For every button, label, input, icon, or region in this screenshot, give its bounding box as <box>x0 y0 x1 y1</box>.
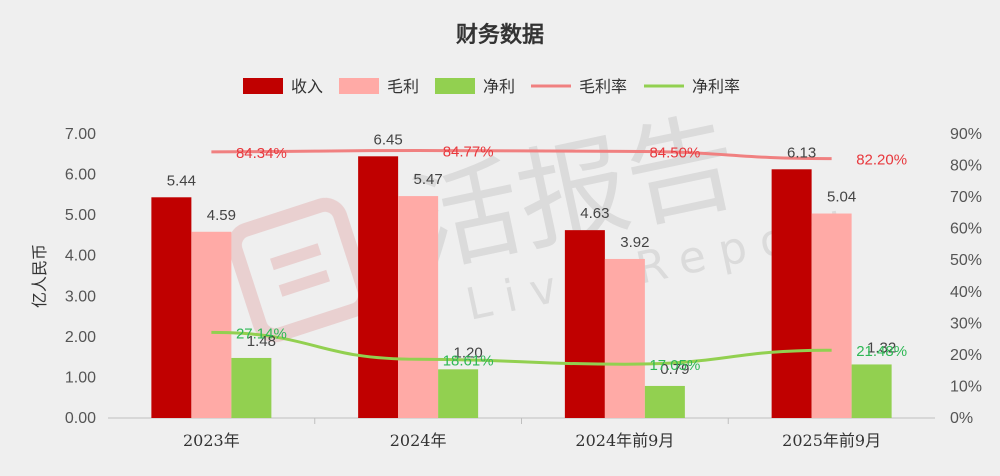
y-tick-label: 0.00 <box>65 410 96 427</box>
y-tick-label: 6.00 <box>65 167 96 184</box>
legend-swatch <box>339 78 379 94</box>
bar-收入 <box>771 169 812 418</box>
line-value-label: 84.50% <box>649 144 700 161</box>
line-净利率 <box>211 330 832 366</box>
bar-净利 <box>231 357 272 418</box>
x-tick-label: 2025年前9月 <box>782 431 881 450</box>
bar-净利 <box>644 385 685 418</box>
bar-value-label: 0.79 <box>660 361 689 378</box>
y2-tick-label: 20% <box>950 347 982 364</box>
y2-tick-label: 50% <box>950 252 982 269</box>
y2-tick-label: 80% <box>950 158 982 175</box>
y2-tick-label: 70% <box>950 189 982 206</box>
y-axis-left: 0.00 1.00 2.00 3.00 4.00 5.00 6.00 7.00 <box>65 126 96 427</box>
bar-收入 <box>564 230 605 418</box>
bar-value-label: 5.47 <box>414 171 443 188</box>
y-tick-label: 1.00 <box>65 369 96 386</box>
bar-净利 <box>851 364 892 418</box>
legend-label: 净利 <box>483 77 515 96</box>
y-tick-label: 5.00 <box>65 207 96 224</box>
legend-label: 净利率 <box>692 77 740 96</box>
bar-value-label: 5.04 <box>827 189 856 206</box>
y-axis-right: 0% 10% 20% 30% 40% 50% 60% 70% 80% 90% <box>950 126 982 427</box>
y2-tick-label: 30% <box>950 315 982 332</box>
bar-value-label: 6.13 <box>787 144 816 161</box>
watermark-logo-icon <box>227 197 373 343</box>
line-value-label: 84.77% <box>443 144 494 161</box>
bar-value-label: 1.48 <box>247 333 276 350</box>
legend-label: 收入 <box>291 77 323 96</box>
bar-value-label: 6.45 <box>374 131 403 148</box>
x-axis: 2023年 2024年 2024年前9月 2025年前9月 <box>183 418 881 450</box>
y2-tick-label: 90% <box>950 126 982 143</box>
bar-value-label: 4.63 <box>580 205 609 222</box>
bar-value-label: 1.32 <box>867 339 896 356</box>
line-value-label: 21.48% <box>856 343 907 360</box>
legend-swatch <box>243 78 283 94</box>
legend-label: 毛利率 <box>579 77 627 96</box>
x-tick-label: 2024年前9月 <box>575 431 674 450</box>
line-value-label: 82.20% <box>856 152 907 169</box>
legend: 收入 毛利 净利 毛利率 净利率 <box>243 77 740 96</box>
bar-毛利 <box>604 258 645 418</box>
bar-value-label: 1.20 <box>454 344 483 361</box>
line-value-label: 18.61% <box>443 352 494 369</box>
legend-swatch <box>435 78 475 94</box>
line-value-label: 17.05% <box>649 357 700 374</box>
data-labels: 5.44 6.45 4.63 6.13 4.59 5.47 3.92 5.04 1.48 1.20… <box>167 131 907 378</box>
x-tick-label: 2023年 <box>183 431 240 450</box>
y2-tick-label: 0% <box>950 410 973 427</box>
line-毛利率 <box>211 149 832 161</box>
bar-毛利 <box>398 196 439 418</box>
bar-毛利 <box>191 231 232 418</box>
bar-净利 <box>438 369 479 418</box>
bar-收入 <box>358 156 399 419</box>
chart-title: 财务数据 <box>456 22 544 48</box>
y-tick-label: 3.00 <box>65 288 96 305</box>
y-tick-label: 4.00 <box>65 248 96 265</box>
line-value-label: 84.34% <box>236 145 287 162</box>
bar-毛利 <box>811 213 852 418</box>
bar-value-label: 5.44 <box>167 172 196 189</box>
y-tick-label: 7.00 <box>65 126 96 143</box>
x-tick-label: 2024年 <box>390 431 447 450</box>
y-axis-label: 亿人民币 <box>30 244 49 308</box>
bar-value-label: 3.92 <box>620 234 649 251</box>
legend-label: 毛利 <box>387 77 419 96</box>
y2-tick-label: 40% <box>950 284 982 301</box>
bar-收入 <box>151 197 192 418</box>
lines <box>211 149 832 366</box>
y-tick-label: 2.00 <box>65 329 96 346</box>
bars <box>151 156 892 419</box>
y2-tick-label: 60% <box>950 221 982 238</box>
y2-tick-label: 10% <box>950 378 982 395</box>
line-value-label: 27.14% <box>236 325 287 342</box>
bar-value-label: 4.59 <box>207 207 236 224</box>
